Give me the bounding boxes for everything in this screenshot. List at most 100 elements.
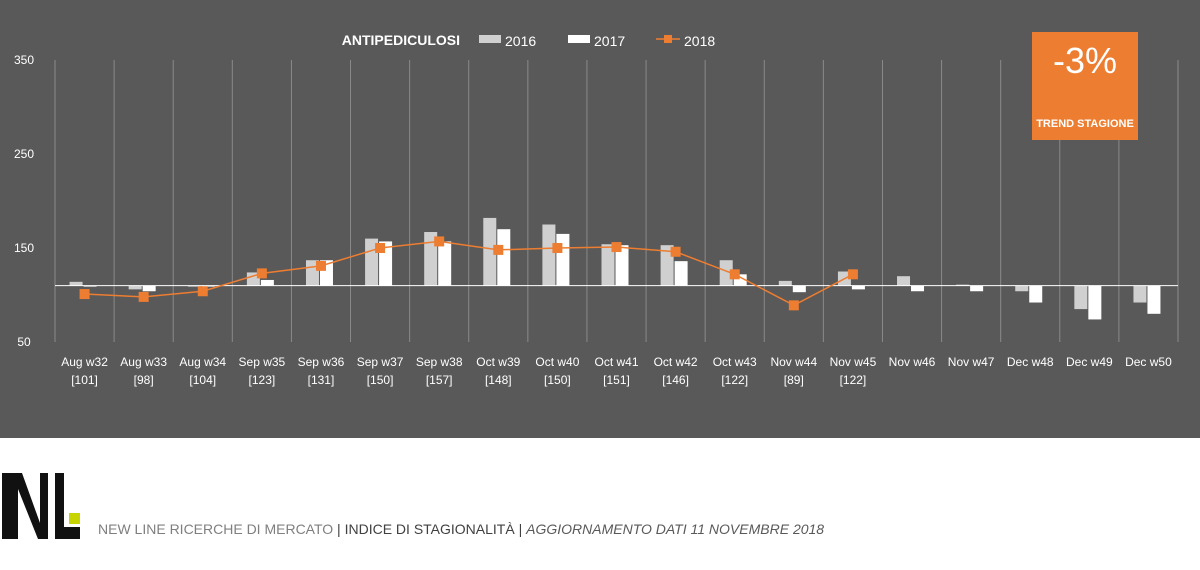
x-tick-sublabel: [150] [367, 373, 394, 387]
bar-2017 [674, 261, 688, 286]
bar-2017 [438, 241, 452, 286]
x-tick-sublabel: [101] [71, 373, 98, 387]
bar-2017 [556, 233, 570, 286]
bar-2017 [260, 279, 274, 286]
x-tick-label: Oct w43 [713, 355, 757, 369]
footer-text: NEW LINE RICERCHE DI MERCATO | INDICE DI… [98, 521, 824, 537]
bar-2016 [69, 281, 83, 286]
x-tick-sublabel: [98] [134, 373, 154, 387]
x-tick-label: Dec w49 [1066, 355, 1113, 369]
bar-2016 [1074, 285, 1088, 310]
x-tick-sublabel: [146] [662, 373, 689, 387]
legend-label-2017: 2017 [594, 33, 625, 49]
trend-label: TREND STAGIONE [1036, 118, 1134, 130]
legend-swatch-2017 [568, 35, 590, 43]
bar-2016 [660, 245, 674, 286]
footer-update: AGGIORNAMENTO DATI 11 NOVEMBRE 2018 [526, 521, 825, 537]
bar-2016 [1015, 285, 1029, 292]
bar-2017 [497, 229, 511, 286]
chart-title: ANTIPEDICULOSI [342, 32, 460, 48]
footer-separator: | [333, 521, 345, 537]
x-tick-label: Dec w48 [1007, 355, 1054, 369]
point-2018 [197, 286, 208, 297]
point-2018 [493, 244, 504, 255]
bar-2016 [719, 260, 733, 286]
x-tick-sublabel: [151] [603, 373, 630, 387]
x-tick-label: Oct w40 [535, 355, 579, 369]
x-tick-label: Nov w47 [948, 355, 995, 369]
point-2018 [552, 243, 563, 253]
point-2018 [138, 291, 149, 302]
legend-swatch-2016 [479, 35, 501, 43]
y-axis: 50 150 250 350 [14, 53, 34, 349]
x-tick-label: Aug w33 [120, 355, 167, 369]
point-2018 [375, 243, 386, 253]
x-tick-sublabel: [123] [249, 373, 276, 387]
x-tick-label: Nov w46 [889, 355, 936, 369]
legend: ANTIPEDICULOSI 2016 2017 2018 [342, 32, 716, 49]
x-tick-label: Aug w34 [179, 355, 226, 369]
bar-2017 [792, 285, 806, 293]
line-series-layer [79, 236, 858, 311]
bar-2017 [733, 274, 747, 286]
legend-label-2018: 2018 [684, 33, 715, 49]
bar-2016 [601, 244, 615, 286]
footer: NEW LINE RICERCHE DI MERCATO | INDICE DI… [0, 465, 1200, 570]
y-tick-label: 250 [14, 147, 34, 161]
x-tick-sublabel: [104] [189, 373, 216, 387]
x-tick-label: Aug w32 [61, 355, 108, 369]
footer-company: NEW LINE RICERCHE DI MERCATO [98, 521, 334, 537]
x-tick-label: Dec w50 [1125, 355, 1172, 369]
bar-2016 [1133, 285, 1147, 303]
x-tick-label: Sep w37 [357, 355, 404, 369]
bar-2016 [483, 217, 497, 286]
footer-index: INDICE DI STAGIONALITÀ [344, 521, 515, 537]
point-2018 [729, 269, 740, 280]
x-tick-label: Nov w45 [830, 355, 877, 369]
point-2018 [256, 268, 267, 279]
point-2018 [315, 260, 326, 271]
point-2018 [434, 236, 445, 247]
x-tick-sublabel: [157] [426, 373, 453, 387]
trend-value: -3% [1052, 40, 1118, 81]
x-tick-label: Sep w38 [416, 355, 463, 369]
y-tick-label: 50 [17, 335, 31, 349]
x-tick-sublabel: [89] [784, 373, 804, 387]
bar-2017 [851, 285, 865, 290]
bar-2017 [911, 285, 925, 292]
point-2018 [847, 269, 858, 280]
chart-panel: 50 150 250 350 Aug w32 [101] Aug w33 [98] Aug w… [0, 0, 1200, 438]
x-tick-label: Oct w39 [476, 355, 520, 369]
legend-marker-2018 [664, 35, 672, 43]
bar-2017 [142, 285, 156, 292]
bar-2017 [1147, 285, 1161, 314]
x-tick-sublabel: [150] [544, 373, 571, 387]
x-tick-sublabel: [148] [485, 373, 512, 387]
point-2018 [79, 289, 90, 300]
x-tick-sublabel: [122] [721, 373, 748, 387]
bar-2017 [970, 285, 984, 292]
x-tick-label: Sep w35 [239, 355, 286, 369]
bar-2017 [615, 245, 629, 286]
bar-2016 [897, 276, 911, 286]
grid-layer [54, 60, 1179, 342]
bars-layer [69, 217, 1161, 320]
x-tick-label: Nov w44 [770, 355, 817, 369]
bar-2016 [128, 285, 142, 290]
point-2018 [788, 300, 799, 311]
bar-2016 [424, 232, 438, 286]
point-2018 [670, 246, 681, 257]
x-tick-label: Sep w36 [298, 355, 345, 369]
bar-2016 [778, 280, 792, 286]
x-tick-sublabel: [131] [308, 373, 335, 387]
nl-logo [2, 473, 80, 539]
bar-2017 [1029, 285, 1043, 303]
footer-separator: | [514, 521, 527, 537]
logo-accent-square [69, 513, 80, 524]
y-tick-label: 350 [14, 53, 34, 67]
point-2018 [611, 242, 622, 253]
bar-2016 [542, 224, 556, 286]
trend-badge: -3% TREND STAGIONE [1032, 32, 1138, 140]
x-tick-label: Oct w41 [594, 355, 638, 369]
